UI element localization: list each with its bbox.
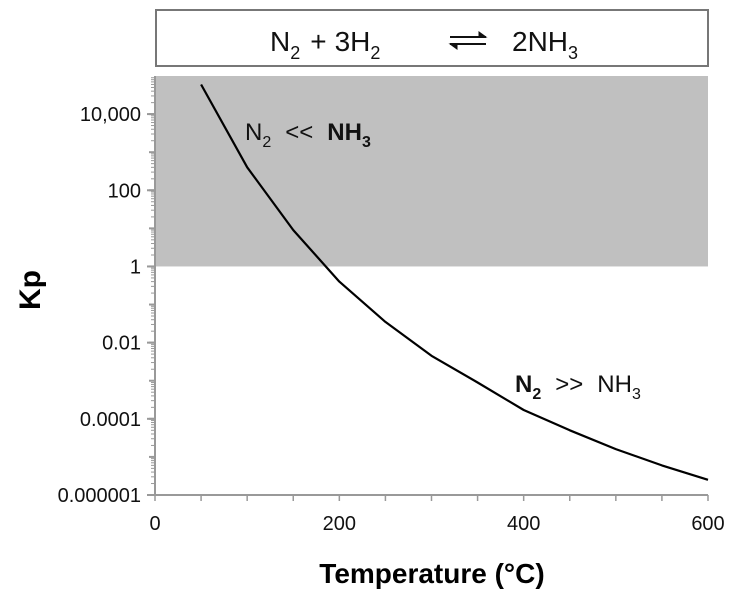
x-tick-label: 600 bbox=[691, 513, 724, 535]
x-tick-label: 400 bbox=[507, 513, 540, 535]
plot-area: 10,000 100 1 0.01 0.0001 0.000001 0 200 400 600 N2… bbox=[58, 76, 725, 535]
y-tick-label: 10,000 bbox=[80, 104, 141, 126]
y-tick-label: 0.000001 bbox=[58, 485, 141, 507]
y-tick-label: 0.01 bbox=[102, 333, 141, 355]
equilibrium-arrows-icon bbox=[448, 31, 488, 50]
equation-box: N2 +3H2 2NH3 bbox=[155, 9, 709, 67]
y-axis-title: Kp bbox=[14, 270, 47, 310]
annotation-lower: N2 >> NH3 bbox=[515, 371, 641, 403]
shaded-region bbox=[155, 76, 708, 267]
x-axis-title: Temperature (°C) bbox=[319, 558, 544, 589]
y-tick-label: 100 bbox=[108, 180, 141, 202]
equation-lhs: N2 +3H2 bbox=[270, 26, 380, 63]
equation-rhs: 2NH3 bbox=[512, 26, 578, 63]
y-tick-label: 1 bbox=[130, 256, 141, 278]
annotation-upper: N2 << NH3 bbox=[245, 119, 371, 151]
series-line bbox=[200, 83, 709, 481]
equation-box-frame bbox=[155, 9, 709, 67]
x-tick-label: 0 bbox=[149, 513, 160, 535]
x-tick-label: 200 bbox=[323, 513, 356, 535]
y-tick-label: 0.0001 bbox=[80, 409, 141, 431]
